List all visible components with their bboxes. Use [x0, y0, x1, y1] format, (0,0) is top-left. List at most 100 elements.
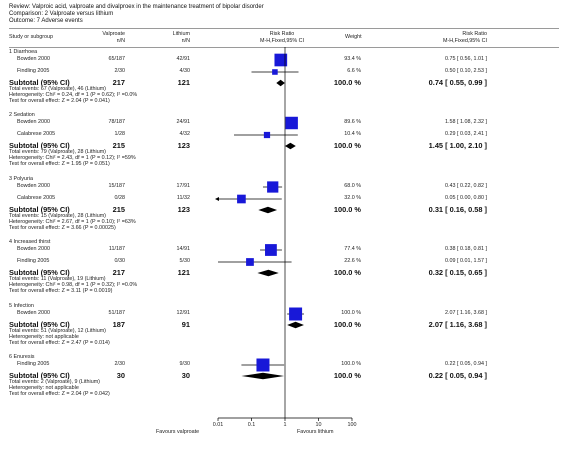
subtotal-diamond — [287, 321, 304, 329]
study-name: Bowden 2000 — [17, 119, 50, 125]
axis-tick-label: 100 — [347, 422, 357, 428]
study-lithium-events: 12/91 — [176, 310, 191, 316]
subgroup-stat: Total events: 15 (Valproate), 28 (Lithiu… — [9, 213, 106, 219]
study-valproate-events: 65/187 — [108, 56, 126, 62]
subgroup-stat: Test for overall effect: Z = 2.04 (P = 0… — [9, 391, 110, 398]
subtotal-label: Subtotal (95% CI) — [9, 320, 70, 329]
study-weight: 100.0 % — [341, 310, 361, 316]
study-name: Findling 2005 — [17, 68, 50, 74]
study-lithium-events: 4/32 — [179, 131, 191, 137]
study-weight: 68.0 % — [344, 183, 361, 189]
col-valproate: Valproate — [102, 31, 125, 37]
study-weight: 32.0 % — [344, 195, 361, 201]
study-valproate-events: 2/30 — [114, 361, 126, 367]
study-lithium-events: 9/30 — [179, 361, 191, 367]
study-effect-square — [285, 116, 298, 130]
subtotal-label: Subtotal (95% CI) — [9, 205, 70, 214]
study-lithium-events: 4/30 — [179, 68, 191, 74]
col-study: Study or subgroup — [9, 34, 54, 40]
study-weight: 22.6 % — [344, 258, 361, 264]
study-valproate-events: 15/187 — [108, 183, 126, 189]
col-ratio: Risk Ratio — [462, 31, 487, 37]
subtotal-valproate-n: 215 — [112, 141, 125, 150]
subgroup-stat: Total events: 11 (Valproate), 19 (Lithiu… — [9, 276, 106, 282]
subgroup-stat: Heterogeneity: not applicable — [9, 385, 79, 392]
study-effect-square — [263, 131, 271, 139]
subtotal-label: Subtotal (95% CI) — [9, 371, 70, 380]
subtotal-diamond — [257, 269, 279, 277]
subgroup-stat: Test for overall effect: Z = 1.95 (P = 0… — [9, 161, 110, 168]
col-lithium-sub: n/N — [181, 38, 190, 44]
subtotal-label: Subtotal (95% CI) — [9, 78, 70, 87]
study-weight: 77.4 % — [344, 246, 361, 252]
subtotal-diamond — [285, 142, 296, 150]
study-name: Calabrese 2005 — [17, 195, 56, 201]
study-ci: 0.50 [ 0.10, 2.53 ] — [445, 68, 487, 74]
favours-valproate-label: Favours valproate — [156, 429, 200, 435]
subtotal-lithium-n: 121 — [177, 268, 190, 277]
study-effect-square — [265, 244, 277, 256]
study-ci: 0.09 [ 0.01, 1.57 ] — [445, 258, 487, 264]
study-name: Bowden 2000 — [17, 310, 50, 316]
study-ci: 0.38 [ 0.18, 0.81 ] — [445, 246, 487, 252]
subtotal-label: Subtotal (95% CI) — [9, 268, 70, 277]
ci-arrow — [215, 197, 219, 201]
study-name: Bowden 2000 — [17, 246, 50, 252]
subgroup-stat: Heterogeneity: Chi² = 0.98, df = 1 (P = … — [9, 282, 138, 289]
study-lithium-events: 17/91 — [176, 183, 191, 189]
col-weight: Weight — [345, 34, 362, 40]
subgroup-stat: Test for overall effect: Z = 3.66 (P = 0… — [9, 225, 116, 232]
subtotal-ci: 0.31 [ 0.16, 0.58 ] — [428, 205, 487, 214]
study-effect-square — [256, 358, 270, 372]
subgroup-title: 3 Polyuria — [9, 176, 33, 182]
study-lithium-events: 42/91 — [176, 56, 191, 62]
col-ratio-sub: M-H,Fixed,95% CI — [442, 38, 487, 44]
study-lithium-events: 11/32 — [176, 195, 190, 201]
study-weight: 89.6 % — [344, 119, 361, 125]
subgroup-title: 4 Increased thirst — [9, 239, 51, 245]
subtotal-valproate-n: 215 — [112, 205, 125, 214]
study-valproate-events: 2/30 — [114, 68, 126, 74]
axis-tick-label: 10 — [315, 422, 322, 428]
study-weight: 6.6 % — [347, 68, 361, 74]
comparison-title: Comparison: 2 Valproate versus lithium — [9, 11, 114, 17]
subtotal-ci: 0.74 [ 0.55, 0.99 ] — [428, 78, 487, 87]
subtotal-weight: 100.0 % — [333, 141, 361, 150]
study-effect-square — [267, 181, 279, 193]
subtotal-ci: 0.32 [ 0.15, 0.65 ] — [428, 268, 487, 277]
col-plot: Risk Ratio — [269, 31, 295, 37]
study-ci: 0.29 [ 0.03, 2.41 ] — [445, 131, 487, 137]
study-name: Bowden 2000 — [17, 56, 50, 62]
subgroup-stat: Test for overall effect: Z = 2.04 (P = 0… — [9, 98, 110, 105]
study-name: Findling 2005 — [17, 361, 50, 367]
axis-tick-label: 0.01 — [212, 422, 224, 428]
subgroup-stat: Test for overall effect: Z = 3.11 (P = 0… — [9, 288, 113, 295]
subgroup-title: 5 Infection — [9, 303, 34, 309]
subgroup-stat: Heterogeneity: Chi² = 0.24, df = 1 (P = … — [9, 92, 138, 99]
subtotal-lithium-n: 123 — [177, 205, 190, 214]
subgroup-stat: Total events: 2 (Valproate), 9 (Lithium) — [9, 379, 100, 385]
subtotal-weight: 100.0 % — [333, 320, 361, 329]
study-ci: 0.43 [ 0.22, 0.82 ] — [445, 183, 487, 189]
study-valproate-events: 11/187 — [108, 246, 125, 252]
study-lithium-events: 5/30 — [179, 258, 191, 264]
review-title: Review: Valproic acid, valproate and div… — [9, 4, 264, 10]
study-valproate-events: 0/28 — [114, 195, 126, 201]
study-effect-square — [237, 194, 246, 204]
subtotal-weight: 100.0 % — [333, 78, 361, 87]
study-lithium-events: 14/91 — [176, 246, 191, 252]
subgroup-title: 6 Enuresis — [9, 354, 35, 360]
axis-tick-label: 1 — [283, 422, 287, 428]
study-effect-square — [246, 258, 254, 266]
subgroup-stat: Total events: 51 (Valproate), 12 (Lithiu… — [9, 328, 106, 334]
study-effect-square — [289, 307, 303, 321]
study-lithium-events: 24/91 — [176, 119, 191, 125]
subtotal-label: Subtotal (95% CI) — [9, 141, 70, 150]
study-valproate-events: 0/30 — [114, 258, 126, 264]
subtotal-ci: 1.45 [ 1.00, 2.10 ] — [428, 141, 487, 150]
subtotal-weight: 100.0 % — [333, 371, 361, 380]
study-weight: 93.4 % — [344, 56, 361, 62]
study-valproate-events: 51/187 — [108, 310, 126, 316]
